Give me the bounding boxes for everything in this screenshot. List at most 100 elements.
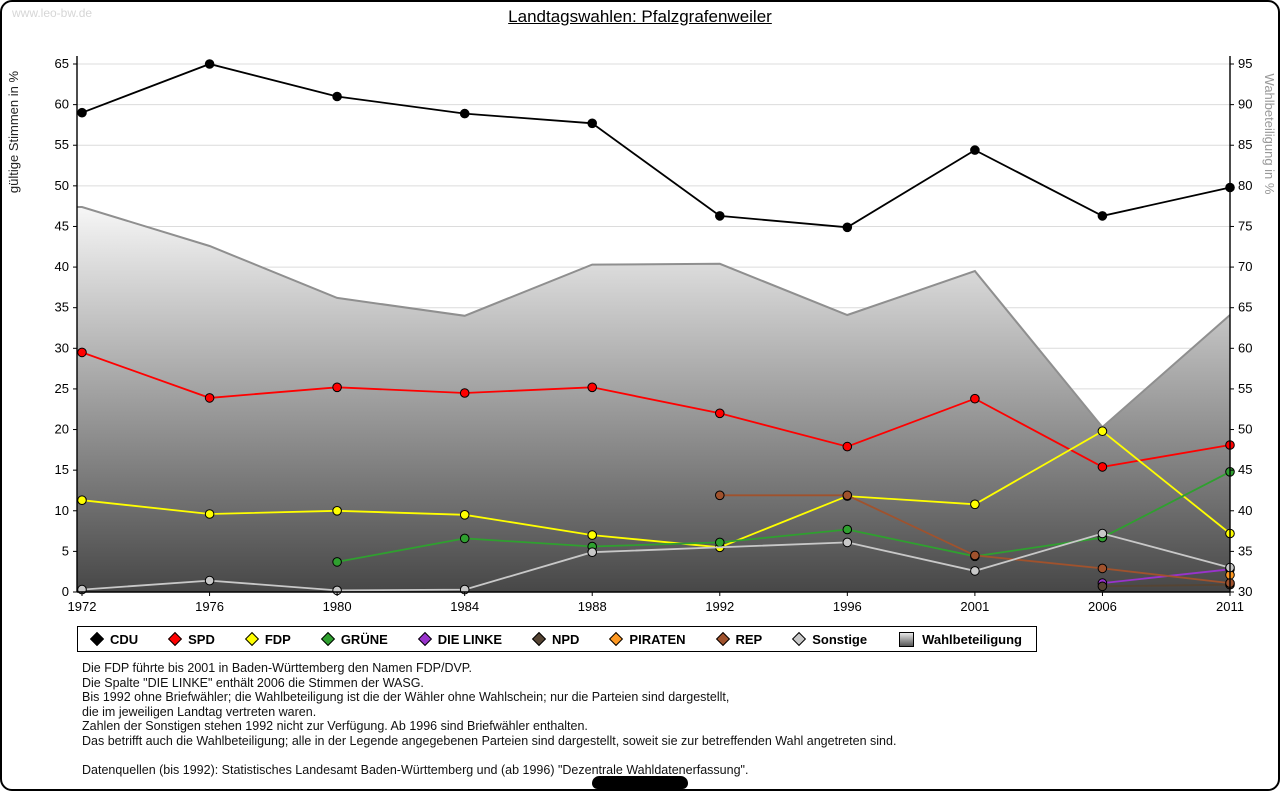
data-point	[715, 408, 725, 419]
legend-item-wahlbeteiligung: Wahlbeteiligung	[899, 631, 1022, 647]
data-point	[715, 211, 725, 221]
data-point	[1097, 563, 1108, 574]
data-point	[587, 382, 598, 393]
wahlbeteiligung-marker-icon	[899, 631, 915, 647]
fdp-marker-icon	[244, 631, 259, 647]
svg-text:1980: 1980	[323, 599, 352, 614]
svg-text:90: 90	[1238, 97, 1252, 112]
svg-text:35: 35	[55, 300, 69, 315]
legend-item-npd: NPD	[531, 632, 579, 647]
data-point	[204, 393, 215, 403]
svg-text:60: 60	[1238, 340, 1252, 355]
legend: CDU SPD FDP GRÜNE DIE LINKE NPD PIRATEN REP Sons…	[77, 626, 1037, 652]
svg-text:2006: 2006	[1088, 599, 1117, 614]
data-point	[1097, 462, 1108, 472]
data-point	[587, 118, 598, 129]
data-point	[1097, 211, 1108, 221]
footnote-line: Die FDP führte bis 2001 in Baden-Württem…	[82, 661, 473, 675]
svg-text:30: 30	[1238, 584, 1252, 599]
svg-text:50: 50	[1238, 422, 1252, 437]
data-point	[459, 510, 470, 520]
svg-text:1996: 1996	[833, 599, 862, 614]
legend-label: Wahlbeteiligung	[922, 631, 1022, 647]
svg-text:0: 0	[62, 584, 69, 599]
data-point	[842, 490, 853, 501]
data-point	[842, 537, 853, 548]
die-linke-marker-icon	[417, 631, 432, 647]
watermark: www.leo-bw.de	[12, 6, 93, 20]
data-point	[970, 393, 980, 404]
footnote-line: die im jeweiligen Landtag vertreten ware…	[82, 704, 317, 719]
svg-text:2011: 2011	[1216, 599, 1244, 614]
right-axis-title: Wahlbeteiligung in %	[1262, 74, 1277, 195]
svg-text:65: 65	[1238, 300, 1252, 315]
footnote-line: Die Spalte "DIE LINKE" enthält 2006 die …	[82, 675, 424, 690]
legend-label: CDU	[110, 631, 139, 647]
svg-text:10: 10	[55, 503, 69, 518]
svg-text:85: 85	[1238, 137, 1252, 152]
svg-text:1992: 1992	[705, 599, 734, 614]
footnote-line: Zahlen der Sonstigen stehen 1992 nicht z…	[82, 719, 588, 733]
svg-text:45: 45	[55, 218, 69, 233]
data-point	[332, 557, 342, 567]
data-point	[77, 347, 87, 358]
data-point	[204, 509, 215, 519]
data-point	[970, 499, 980, 510]
data-point	[842, 524, 853, 535]
svg-text:15: 15	[55, 462, 69, 477]
data-point	[77, 107, 87, 118]
svg-text:55: 55	[55, 137, 69, 152]
cdu-marker-icon	[89, 631, 105, 647]
footnote-line: Das betrifft auch die Wahlbeteiligung; a…	[82, 733, 897, 748]
data-point	[842, 441, 853, 452]
legend-label: GRÜNE	[340, 631, 388, 647]
svg-text:75: 75	[1238, 218, 1252, 233]
spd-marker-icon	[168, 631, 183, 647]
data-point	[715, 490, 725, 501]
svg-text:25: 25	[55, 381, 69, 396]
svg-text:1972: 1972	[68, 599, 97, 614]
data-point	[970, 550, 980, 561]
legend-label: FDP	[264, 631, 291, 647]
election-line-chart: 0 30 5 35 10 40 15 45 20 50 25 55 30 60 35 65 40 70 45 75 50…	[6, 56, 1277, 614]
piraten-marker-icon	[609, 631, 624, 647]
left-axis-title: gültige Stimmen in %	[6, 71, 21, 194]
axis-tick-labels: 0 30 5 35 10 40 15 45 20 50 25 55 30 60 35 65 40 70 45 75 50…	[55, 56, 1253, 614]
sonstige-marker-icon	[792, 631, 807, 647]
svg-text:60: 60	[55, 97, 69, 112]
footnote-line	[82, 748, 896, 763]
data-point	[459, 533, 470, 544]
grüne-marker-icon	[320, 631, 335, 647]
svg-text:95: 95	[1238, 56, 1252, 71]
legend-item-spd: SPD	[168, 631, 215, 647]
svg-text:2001: 2001	[960, 599, 989, 614]
legend-label: PIRATEN	[629, 631, 686, 647]
series-spd	[77, 347, 1235, 472]
svg-text:35: 35	[1238, 543, 1252, 558]
legend-item-grüne: GRÜNE	[320, 631, 388, 647]
legend-item-rep: REP	[715, 631, 763, 647]
rep-marker-icon	[715, 631, 730, 647]
svg-text:55: 55	[1238, 381, 1252, 396]
page-title: Landtagswahlen: Pfalzgrafenweiler	[508, 7, 772, 26]
bottom-notch	[592, 776, 688, 789]
footnote-line: Datenquellen (bis 1992): Statistisches L…	[82, 762, 749, 777]
data-point	[970, 566, 980, 576]
legend-item-cdu: CDU	[89, 631, 139, 647]
data-point	[1097, 528, 1108, 539]
legend-item-die-linke: DIE LINKE	[417, 631, 502, 647]
svg-text:20: 20	[55, 422, 69, 437]
data-point	[970, 145, 980, 155]
svg-text:30: 30	[55, 340, 69, 355]
data-point	[77, 495, 87, 506]
legend-label: SPD	[188, 631, 215, 647]
legend-label: REP	[735, 631, 763, 647]
footnotes: Die FDP führte bis 2001 in Baden-Württem…	[82, 661, 896, 777]
svg-text:1976: 1976	[195, 599, 224, 614]
svg-text:45: 45	[1238, 462, 1252, 477]
svg-text:40: 40	[1238, 503, 1252, 518]
series-fdp	[77, 426, 1235, 553]
svg-text:70: 70	[1238, 259, 1252, 274]
svg-text:1984: 1984	[450, 599, 479, 614]
